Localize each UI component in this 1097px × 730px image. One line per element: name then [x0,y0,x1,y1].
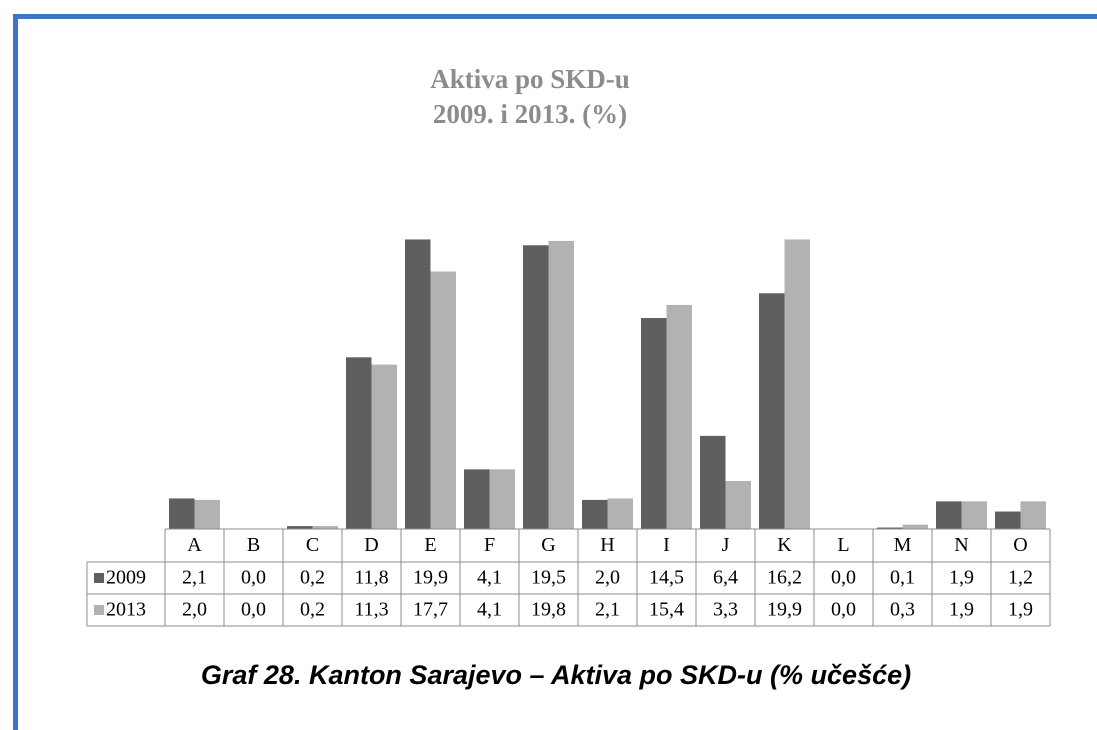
x-tick-label: D [364,534,378,556]
data-label: 6,4 [713,567,738,589]
data-label: 1,9 [949,567,974,589]
bar [784,239,810,529]
data-label: 0,0 [241,567,266,589]
data-label: 19,9 [413,567,448,589]
legend-swatch [94,605,104,615]
bar [641,318,667,529]
bar [607,498,633,529]
bar [548,240,574,529]
bar [936,501,962,529]
x-tick-label: K [777,534,792,556]
top-border [13,14,1097,19]
x-tick-label: N [954,534,968,556]
bar [666,304,692,529]
data-label: 2,0 [595,567,620,589]
x-tick-label: O [1013,534,1027,556]
bar [287,526,313,529]
data-label: 19,9 [767,599,802,621]
bar [700,435,726,529]
data-label: 19,8 [531,599,566,621]
x-tick-label: I [663,534,670,556]
bar [961,501,987,529]
chart-subtitle: 2009. i 2013. (%) [433,99,627,129]
bar [489,469,515,529]
data-label: 0,2 [300,567,325,589]
data-label: 16,2 [767,567,802,589]
x-tick-label: M [894,534,912,556]
data-label: 0,2 [300,599,325,621]
left-border [13,14,18,730]
x-tick-label: J [722,534,730,556]
bar [169,498,195,529]
bar [405,239,431,529]
bar [371,364,397,529]
x-tick-label: C [306,534,319,556]
data-label: 1,2 [1008,567,1033,589]
data-label: 4,1 [477,599,502,621]
bar [464,469,490,529]
data-label: 19,5 [531,567,566,589]
bar [346,357,372,529]
bar [995,511,1021,529]
data-label: 3,3 [713,599,738,621]
bar [725,480,751,529]
data-label: 0,0 [241,599,266,621]
data-label: 15,4 [649,599,684,621]
x-tick-label: G [541,534,555,556]
bar [1020,501,1046,529]
x-tick-label: F [484,534,495,556]
bar [877,527,903,529]
data-label: 2,0 [182,599,207,621]
data-label: 17,7 [413,599,448,621]
bar [582,499,608,529]
data-label: 14,5 [649,567,684,589]
bar [312,526,338,529]
x-tick-label: E [424,534,436,556]
x-tick-label: L [837,534,849,556]
data-label: 2,1 [182,567,207,589]
bar [759,293,785,529]
data-label: 4,1 [477,567,502,589]
legend-label: 2009 [106,567,146,589]
data-label: 0,1 [890,567,915,589]
data-label: 11,8 [354,567,388,589]
x-tick-label: A [187,534,202,556]
data-label: 1,9 [949,599,974,621]
data-label: 0,0 [831,599,856,621]
data-label: 11,3 [354,599,388,621]
chart-title: Aktiva po SKD-u [430,64,630,94]
data-label: 2,1 [595,599,620,621]
bar [523,245,549,529]
legend-swatch [94,573,104,583]
legend-label: 2013 [106,599,146,621]
x-tick-label: H [600,534,614,556]
data-label: 0,3 [890,599,915,621]
x-tick-label: B [247,534,260,556]
data-label: 1,9 [1008,599,1033,621]
bar [430,271,456,529]
caption: Graf 28. Kanton Sarajevo – Aktiva po SKD… [201,660,911,690]
bar [194,499,220,529]
data-label: 0,0 [831,567,856,589]
bar [902,524,928,529]
